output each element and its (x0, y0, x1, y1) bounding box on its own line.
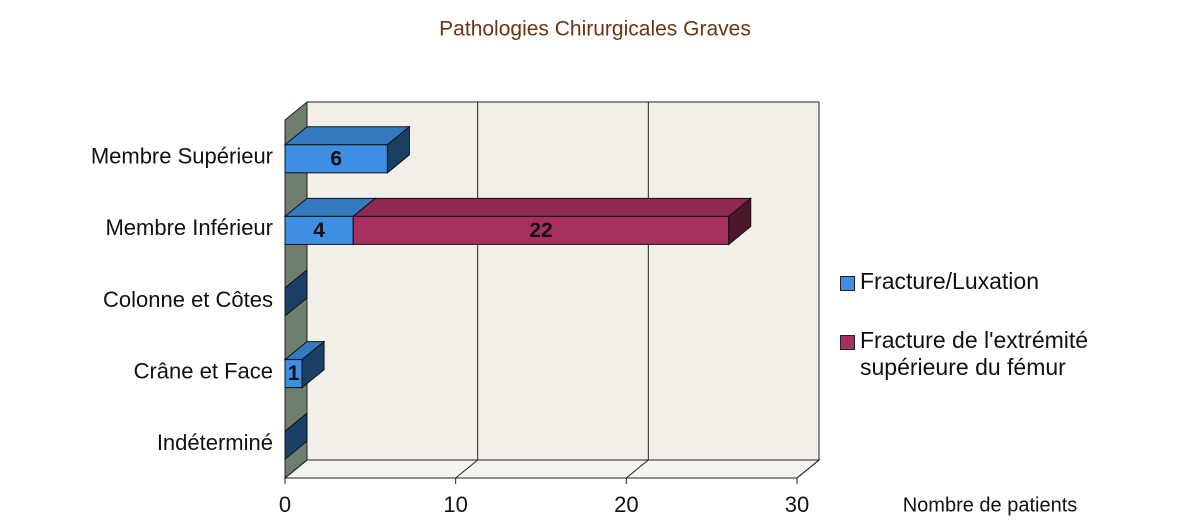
legend: Fracture/Luxation Fracture de l'extrémité… (840, 268, 1180, 413)
bar-front (284, 144, 388, 174)
bar (283, 340, 326, 389)
grid-line (626, 459, 649, 479)
legend-swatch (840, 276, 855, 291)
legend-item: Fracture de l'extrémité supérieure du fé… (840, 327, 1180, 381)
x-tick-label: 10 (443, 492, 467, 517)
data-label: 22 (529, 219, 552, 242)
data-label: 4 (313, 219, 325, 242)
y-tick-label: Indéterminé (157, 430, 273, 455)
data-label: 1 (288, 362, 300, 385)
bar-top (351, 197, 753, 217)
bar-front (352, 215, 730, 245)
y-tick-label: Colonne et Côtes (103, 287, 273, 312)
legend-swatch (840, 335, 855, 350)
y-tick-label: Membre Inférieur (105, 215, 273, 240)
bar (283, 125, 411, 174)
bar-side (728, 197, 752, 246)
legend-item: Fracture/Luxation (840, 268, 1180, 295)
x-tick-label: 30 (785, 492, 809, 517)
bar (284, 268, 308, 318)
grid-line (284, 459, 308, 479)
y-tick-label: Membre Supérieur (91, 144, 273, 169)
bar-side (301, 340, 325, 389)
data-label: 6 (330, 147, 342, 170)
x-tick-label: 20 (614, 492, 638, 517)
grid-line (455, 459, 478, 479)
y-tick-label: Crâne et Face (134, 358, 273, 383)
chart-title: Pathologies Chirurgicales Graves (439, 18, 751, 41)
x-axis-label: Nombre de patients (903, 494, 1078, 516)
legend-label: Fracture de l'extrémité supérieure du fé… (860, 327, 1089, 380)
bar-side (284, 412, 308, 461)
grid-line (796, 459, 820, 479)
x-tick-label: 0 (279, 492, 291, 517)
bar (284, 412, 308, 461)
legend-label: Fracture/Luxation (860, 268, 1039, 294)
floor (283, 459, 821, 479)
bar-side (284, 268, 308, 318)
bar-side (386, 125, 410, 174)
bar (351, 197, 753, 246)
